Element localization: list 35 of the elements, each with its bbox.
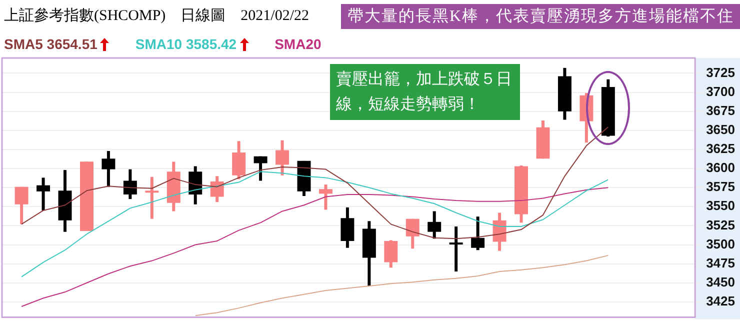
- annotation: 賣壓出籠，加上跌破５日線，短線走勢轉弱！: [330, 64, 520, 120]
- y-tick-label: 3650: [706, 122, 735, 137]
- candlestick: [102, 151, 116, 187]
- candlestick: [406, 218, 420, 249]
- y-tick-label: 3700: [706, 84, 735, 99]
- candlestick: [232, 141, 246, 180]
- y-tick-label: 3600: [706, 160, 735, 176]
- candlestick: [188, 166, 202, 204]
- candlestick: [14, 186, 28, 224]
- candlestick: [276, 140, 290, 176]
- text: SMA5 3654.51: [4, 36, 98, 52]
- candlestick: [384, 240, 398, 268]
- y-tick-label: 3475: [706, 255, 735, 270]
- y-tick-label: 3525: [706, 217, 735, 232]
- candlestick: [145, 176, 159, 219]
- y-tick-label: 3675: [706, 102, 735, 118]
- candlestick: [471, 216, 485, 250]
- text: SMA20: [274, 36, 322, 52]
- y-tick-label: 3550: [706, 198, 735, 214]
- candlestick: [340, 207, 354, 248]
- candlestick: [36, 178, 50, 210]
- candlestick: [428, 211, 442, 239]
- y-tick-label: 3450: [706, 274, 735, 290]
- y-tick-label: 3500: [706, 236, 735, 252]
- text: SMA10 3585.42: [135, 36, 237, 52]
- y-tick-label: 3625: [706, 141, 735, 156]
- candlestick: [123, 169, 137, 200]
- candlestick: [318, 184, 332, 210]
- chart-title: 上証參考指數(SHCOMP) 日線圖 2021/02/22: [4, 6, 310, 25]
- text: 帶大量的長黑K棒，代表賣壓湧現多方進場能檔不住: [341, 4, 740, 29]
- y-tick-label: 3425: [706, 294, 735, 309]
- y-tick-label: 3725: [706, 64, 735, 80]
- candlestick: [449, 226, 463, 272]
- candlestick: [254, 156, 268, 181]
- y-tick-label: 3575: [706, 179, 735, 194]
